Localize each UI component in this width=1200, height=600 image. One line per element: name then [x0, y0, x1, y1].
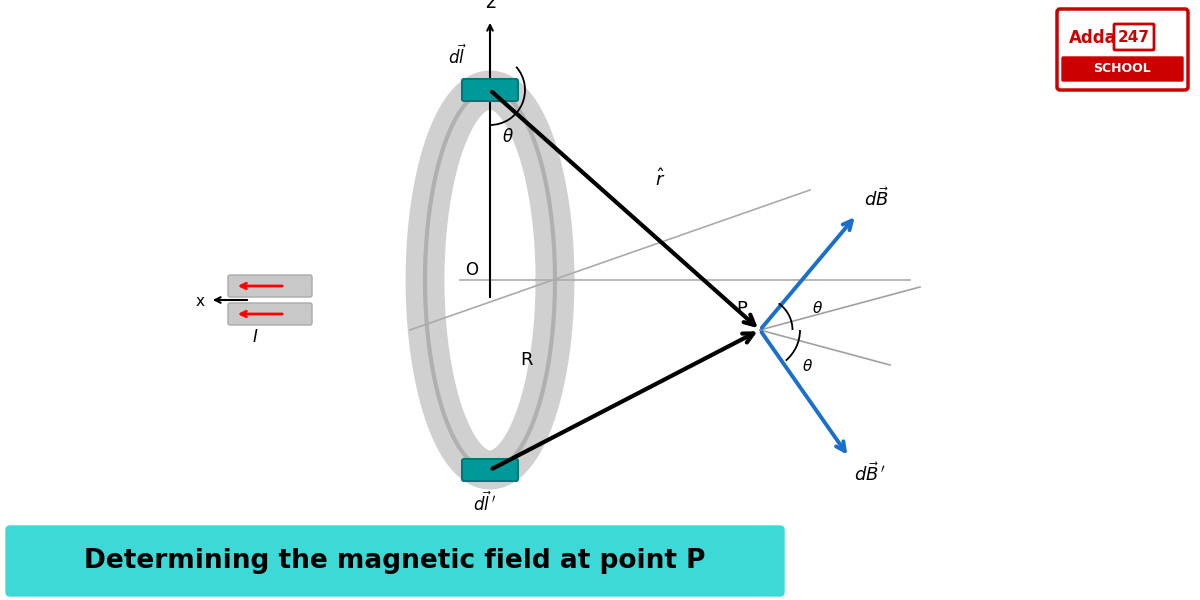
Text: R: R [520, 351, 533, 369]
Text: $d\vec{l}\,'$: $d\vec{l}\,'$ [474, 492, 497, 515]
FancyBboxPatch shape [1057, 9, 1188, 90]
Text: O: O [466, 261, 479, 279]
FancyBboxPatch shape [228, 275, 312, 297]
Text: I: I [252, 328, 258, 346]
Text: SCHOOL: SCHOOL [1093, 62, 1151, 76]
Text: z: z [485, 0, 496, 12]
Text: x: x [196, 295, 205, 310]
Text: $\theta$: $\theta$ [502, 128, 514, 146]
Text: $\theta$: $\theta$ [802, 358, 814, 374]
Text: $d\vec{l}$: $d\vec{l}$ [449, 44, 468, 68]
FancyBboxPatch shape [462, 79, 518, 101]
Text: P: P [737, 300, 748, 318]
Text: Determining the magnetic field at point P: Determining the magnetic field at point … [84, 548, 706, 574]
Text: 247: 247 [1118, 29, 1150, 44]
Text: $d\vec{B}\,'$: $d\vec{B}\,'$ [854, 462, 886, 485]
FancyBboxPatch shape [462, 459, 518, 481]
Text: $\theta$: $\theta$ [812, 300, 823, 316]
FancyBboxPatch shape [6, 526, 784, 596]
FancyBboxPatch shape [1062, 57, 1183, 81]
Text: Adda: Adda [1069, 29, 1117, 47]
Text: $\hat{r}$: $\hat{r}$ [655, 168, 665, 190]
Text: $d\vec{B}$: $d\vec{B}$ [864, 187, 890, 210]
FancyBboxPatch shape [228, 303, 312, 325]
FancyBboxPatch shape [1114, 24, 1154, 50]
